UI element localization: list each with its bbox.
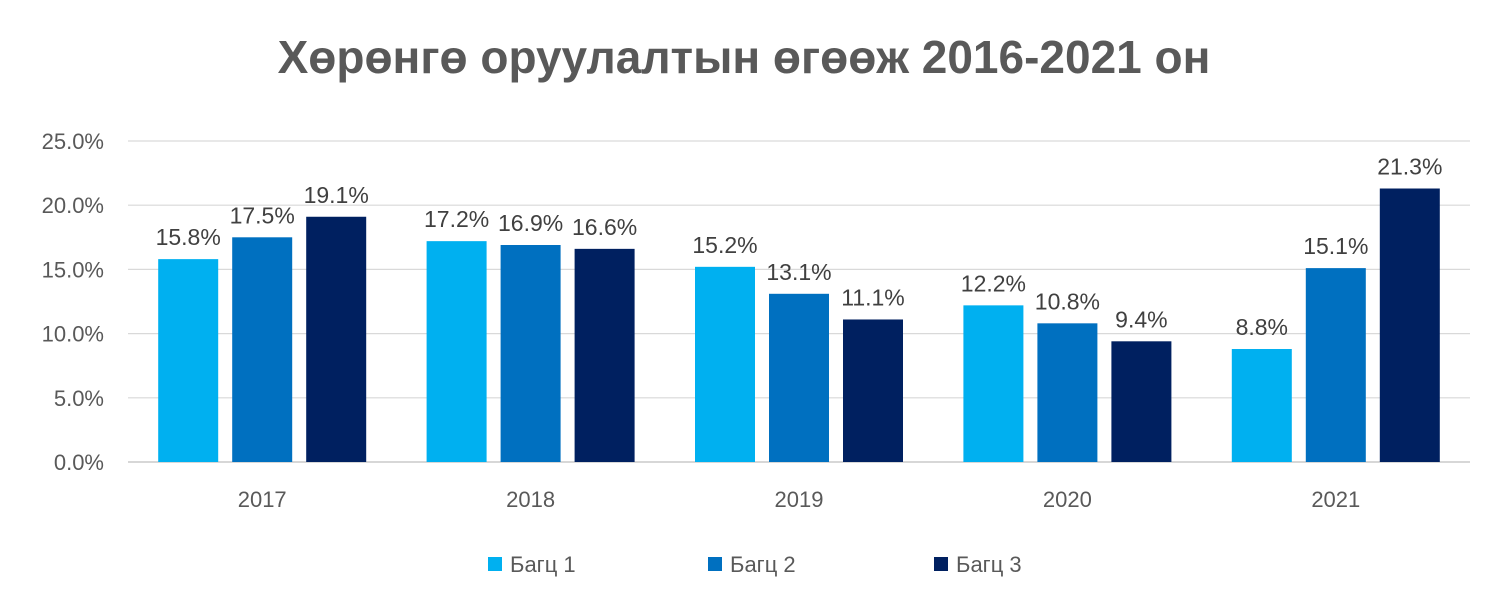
- data-label: 9.4%: [1115, 306, 1167, 332]
- data-label: 16.6%: [572, 214, 637, 240]
- data-label: 10.8%: [1035, 288, 1100, 314]
- x-tick-label: 2018: [506, 487, 555, 512]
- data-labels: 15.8% 17.5% 19.1% 17.2% 16.9% 16.6% 15.2% 13.1%…: [156, 154, 1443, 341]
- data-label: 17.5%: [230, 202, 295, 228]
- bar: [1111, 341, 1172, 462]
- bar: [232, 237, 293, 462]
- data-label: 8.8%: [1236, 314, 1288, 340]
- bar: [769, 293, 829, 462]
- bar: [426, 241, 487, 462]
- x-axis: 2017 2018 2019 2020 2021: [238, 487, 1361, 512]
- x-tick-label: 2021: [1311, 487, 1360, 512]
- y-tick-label: 20.0%: [42, 193, 104, 218]
- legend-swatch: [488, 557, 502, 571]
- bar: [500, 245, 561, 462]
- bar: [843, 319, 903, 462]
- data-label: 15.1%: [1303, 233, 1368, 259]
- bar: [1037, 323, 1098, 462]
- y-tick-label: 10.0%: [42, 322, 104, 347]
- y-axis: 0.0% 5.0% 10.0% 15.0% 20.0% 25.0%: [42, 129, 104, 475]
- data-label: 12.2%: [961, 270, 1026, 296]
- bar: [158, 259, 219, 462]
- x-tick-label: 2020: [1043, 487, 1092, 512]
- y-tick-label: 5.0%: [54, 386, 104, 411]
- data-label: 21.3%: [1377, 154, 1442, 180]
- legend-label: Багц 3: [956, 552, 1022, 577]
- bars: [158, 188, 1440, 462]
- bar: [574, 248, 635, 462]
- data-label: 11.1%: [841, 284, 905, 310]
- legend-swatch: [708, 557, 722, 571]
- bar: [695, 266, 755, 462]
- bar: [963, 305, 1024, 462]
- legend-label: Багц 1: [510, 552, 576, 577]
- legend: Багц 1 Багц 2 Багц 3: [488, 552, 1022, 577]
- data-label: 17.2%: [424, 206, 489, 232]
- data-label: 15.8%: [156, 224, 221, 250]
- x-tick-label: 2019: [775, 487, 824, 512]
- y-tick-label: 0.0%: [54, 450, 104, 475]
- legend-label: Багц 2: [730, 552, 796, 577]
- y-tick-label: 15.0%: [42, 257, 104, 282]
- x-tick-label: 2017: [238, 487, 287, 512]
- bar: [1231, 349, 1292, 462]
- bar: [306, 216, 367, 462]
- data-label: 15.2%: [692, 232, 757, 258]
- chart-title: Хөрөнгө оруулалтын өгөөж 2016-2021 он: [277, 31, 1211, 83]
- data-label: 13.1%: [766, 259, 831, 285]
- data-label: 16.9%: [498, 210, 563, 236]
- bar: [1305, 268, 1366, 462]
- y-tick-label: 25.0%: [42, 129, 104, 154]
- bar: [1379, 188, 1440, 462]
- legend-swatch: [934, 557, 948, 571]
- data-label: 19.1%: [304, 182, 369, 208]
